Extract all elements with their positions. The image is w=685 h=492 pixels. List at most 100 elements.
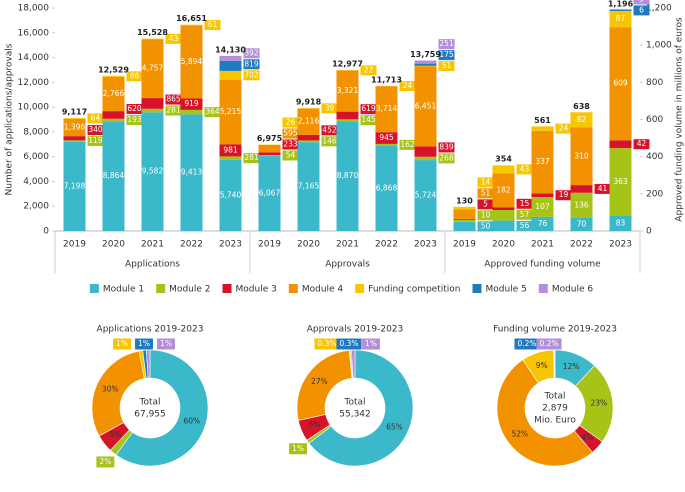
bar-segment [609, 9, 632, 11]
bar-segment [297, 108, 320, 135]
bar-segment [492, 210, 515, 221]
legend-swatch [222, 284, 232, 293]
data-label-box [87, 113, 104, 124]
pie-label: 4% [581, 433, 593, 442]
x-tick-label: 2020 [297, 240, 320, 250]
data-label: 54 [286, 151, 296, 160]
data-label-box [87, 125, 104, 136]
y-tick-label: 16,000 [18, 28, 50, 38]
data-label: 8,870 [337, 171, 359, 180]
data-label: 1,396 [64, 122, 86, 131]
x-tick-label: 2022 [570, 240, 593, 250]
pie-slice [308, 349, 414, 467]
y-tick-label: 10,000 [18, 103, 50, 113]
data-label-box [243, 70, 260, 81]
data-label: 76 [538, 219, 548, 228]
data-label: 609 [613, 79, 628, 88]
total-label: 9,918 [296, 98, 322, 107]
y2-tick-label: 400 [646, 152, 663, 162]
data-label: 839 [439, 142, 454, 151]
data-label: 82 [577, 115, 587, 124]
pie-slice [115, 349, 209, 467]
data-label: 24 [559, 124, 569, 133]
pie-slice [496, 359, 593, 467]
data-label: 702 [244, 70, 259, 79]
pie-label: 30% [102, 384, 119, 393]
data-label-box [165, 94, 182, 105]
pie-label: 27% [311, 377, 328, 386]
bar-segment [180, 98, 203, 110]
data-label: 8,864 [103, 171, 125, 180]
bar-segment [102, 76, 125, 112]
pie-label: 1% [292, 444, 304, 453]
data-label: 5,724 [415, 191, 437, 200]
pie-label-box [157, 338, 175, 350]
bar-segment [453, 209, 476, 219]
pie-center-text: Total [343, 398, 365, 408]
pie-label: 1% [116, 339, 128, 348]
y2-tick-label: 1,000 [646, 41, 672, 51]
data-label: 364 [205, 107, 220, 116]
data-label: 64 [91, 113, 101, 122]
pie-label: 23% [590, 399, 607, 408]
legend-label: Module 4 [302, 285, 344, 295]
bar-segment [219, 159, 242, 231]
y2-tick-label: 200 [646, 189, 663, 199]
data-label: 146 [322, 136, 337, 145]
data-label: 340 [88, 125, 103, 134]
bar-segment [453, 218, 476, 220]
data-label-box [399, 139, 416, 150]
bar-segment [258, 155, 281, 156]
bar-segment [570, 217, 593, 231]
x-tick-label: 2021 [336, 240, 359, 250]
pie-center-text: Total [138, 398, 160, 408]
data-label: 162 [400, 140, 415, 149]
data-label: 310 [574, 151, 589, 160]
total-label: 15,528 [137, 28, 168, 37]
data-label: 26 [286, 118, 296, 127]
data-label: 3,321 [337, 86, 359, 95]
data-label-box [204, 20, 221, 31]
x-tick-label: 2023 [219, 240, 242, 250]
data-label: 981 [223, 145, 238, 154]
bar-segment [141, 112, 164, 231]
data-label-box [321, 125, 338, 136]
bar-segment [492, 207, 515, 211]
bar-segment [375, 145, 398, 231]
pie-label: 1% [138, 339, 150, 348]
bar-segment [297, 134, 320, 141]
data-label: 6,067 [259, 188, 281, 197]
data-label-box [477, 221, 494, 232]
data-label: 24 [403, 81, 413, 90]
data-label: 281 [166, 106, 181, 115]
data-label: 268 [439, 153, 454, 162]
data-label-box [243, 59, 260, 70]
data-label: 41 [598, 184, 608, 193]
bar-segment [219, 70, 242, 80]
bar-segment [63, 140, 86, 142]
y2-tick-label: 800 [646, 78, 663, 88]
y2-axis-title: Approved funding volume in millions of e… [675, 17, 685, 222]
data-label-box [477, 188, 494, 199]
data-label: 175 [439, 50, 454, 59]
pie-center-text: Total [543, 392, 565, 402]
bar-segment [414, 65, 437, 67]
data-label: 136 [574, 200, 589, 209]
data-label-box [633, 5, 650, 16]
data-label: 392 [244, 48, 259, 57]
bar-segment [609, 8, 632, 10]
data-label-box [321, 136, 338, 147]
data-label: 61 [208, 20, 218, 29]
data-label-box [282, 150, 299, 161]
pie-label-box [336, 338, 362, 350]
x-tick-label: 2019 [453, 240, 476, 250]
data-label: 86 [130, 71, 140, 80]
data-label-box [87, 136, 104, 147]
data-label: 19 [559, 190, 569, 199]
data-label: 595 [283, 129, 298, 138]
x-tick-label: 2022 [180, 240, 203, 250]
total-label: 12,529 [98, 65, 129, 74]
data-label-box [438, 50, 455, 61]
data-label: 2,116 [298, 117, 320, 126]
pie-label-box [314, 338, 340, 350]
